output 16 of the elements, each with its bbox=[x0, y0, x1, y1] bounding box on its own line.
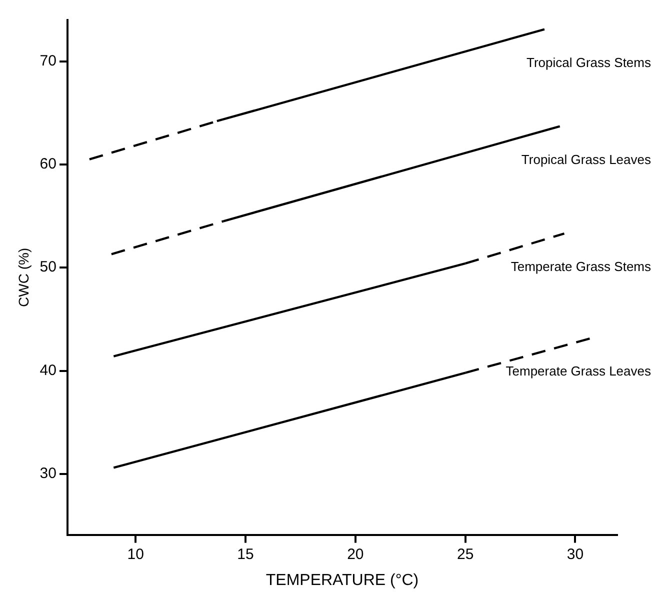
series-label: Temperate Grass Stems bbox=[510, 259, 652, 274]
x-tick-label: 15 bbox=[237, 546, 254, 563]
series-label: Tropical Grass Stems bbox=[526, 54, 652, 70]
x-tick-label: 10 bbox=[127, 546, 144, 563]
x-tick-label: 30 bbox=[566, 546, 584, 563]
y-tick-label: 40 bbox=[40, 362, 56, 379]
x-tick-label: 20 bbox=[347, 546, 364, 563]
series-label: Tropical Grass Leaves bbox=[521, 152, 652, 167]
x-tick-label: 25 bbox=[456, 546, 474, 563]
y-axis-title: CWC (%) bbox=[15, 248, 32, 307]
y-tick-label: 60 bbox=[40, 156, 56, 173]
y-tick-label: 70 bbox=[40, 52, 56, 70]
y-tick-label: 50 bbox=[40, 258, 56, 276]
series-label: Temperate Grass Leaves bbox=[506, 363, 652, 378]
y-tick-label: 30 bbox=[40, 465, 56, 482]
x-axis-title: TEMPERATURE (°C) bbox=[266, 572, 419, 589]
